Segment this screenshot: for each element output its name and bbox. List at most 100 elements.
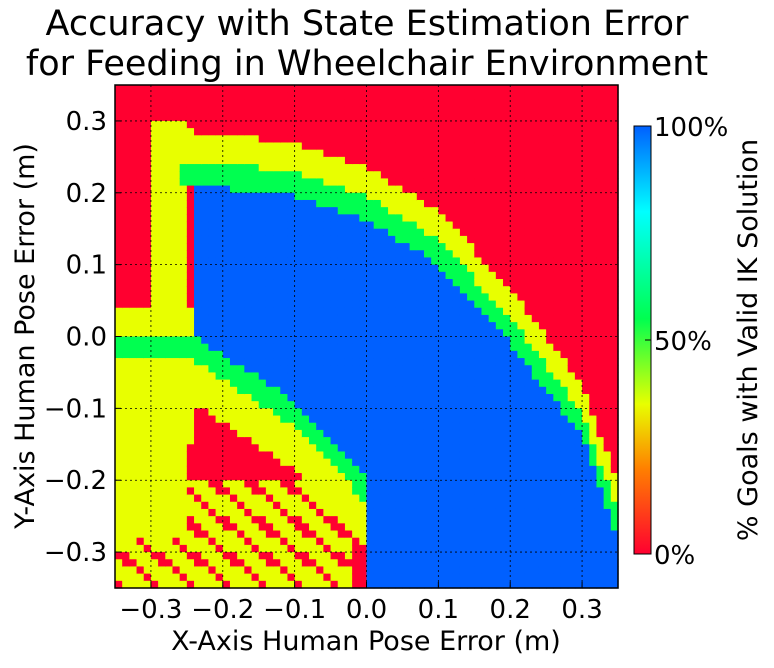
heatmap-cell — [474, 465, 483, 474]
heatmap-cell — [186, 365, 195, 374]
heatmap-cell — [503, 221, 511, 230]
heatmap-cell — [431, 523, 439, 532]
heatmap-cell — [582, 221, 590, 230]
heatmap-cell — [194, 372, 202, 381]
heatmap-cell — [244, 501, 253, 510]
heatmap-cell — [596, 85, 605, 93]
heatmap-cell — [237, 458, 245, 467]
heatmap-cell — [179, 228, 188, 237]
heatmap-cell — [467, 128, 475, 136]
heatmap-cell — [158, 372, 166, 381]
heatmap-cell — [194, 228, 202, 237]
heatmap-cell — [150, 343, 159, 352]
heatmap-cell — [373, 358, 382, 366]
heatmap-cell — [589, 422, 598, 431]
heatmap-cell — [452, 422, 461, 431]
heatmap-cell — [445, 135, 454, 144]
heatmap-cell — [301, 343, 310, 352]
heatmap-cell — [179, 300, 188, 309]
heatmap-cell — [309, 164, 317, 172]
heatmap-cell — [574, 516, 583, 524]
heatmap-cell — [150, 480, 159, 488]
heatmap-cell — [517, 473, 526, 481]
heatmap-cell — [150, 185, 159, 194]
heatmap-cells — [115, 85, 619, 589]
heatmap-cell — [610, 92, 619, 100]
heatmap-cell — [265, 185, 274, 194]
heatmap-cell — [251, 501, 260, 510]
heatmap-cell — [222, 207, 231, 215]
heatmap-cell — [366, 128, 375, 136]
heatmap-cell — [546, 544, 554, 553]
heatmap-cell — [251, 537, 260, 546]
heatmap-cell — [294, 516, 303, 524]
heatmap-cell — [265, 164, 274, 172]
heatmap-cell — [330, 142, 339, 151]
heatmap-cell — [582, 336, 590, 345]
heatmap-cell — [582, 199, 590, 208]
heatmap-cell — [517, 113, 526, 122]
heatmap-cell — [474, 113, 483, 122]
heatmap-cell — [596, 286, 605, 294]
heatmap-cell — [294, 429, 303, 438]
heatmap-cell — [229, 508, 238, 517]
heatmap-cell — [553, 257, 562, 266]
heatmap-cell — [459, 465, 468, 474]
heatmap-cell — [172, 314, 181, 323]
heatmap-cell — [337, 508, 346, 517]
heatmap-cell — [589, 415, 598, 424]
heatmap-cell — [510, 458, 518, 467]
heatmap-cell — [409, 343, 418, 352]
heatmap-cell — [330, 444, 339, 453]
heatmap-cell — [503, 465, 511, 474]
heatmap-cell — [287, 113, 296, 122]
heatmap-cell — [222, 106, 231, 115]
heatmap-cell — [150, 149, 159, 158]
heatmap-cell — [143, 329, 152, 338]
heatmap-cell — [438, 314, 447, 323]
heatmap-cell — [510, 580, 518, 589]
heatmap-cell — [395, 164, 404, 172]
heatmap-cell — [172, 444, 181, 453]
heatmap-cell — [344, 350, 353, 359]
heatmap-cell — [301, 178, 310, 187]
heatmap-cell — [546, 429, 554, 438]
heatmap-cell — [510, 401, 518, 409]
heatmap-cell — [582, 350, 590, 359]
heatmap-cell — [366, 415, 375, 424]
heatmap-cell — [445, 192, 454, 201]
heatmap-cell — [287, 228, 296, 237]
heatmap-cell — [258, 164, 267, 172]
heatmap-cell — [402, 365, 411, 374]
heatmap-cell — [488, 250, 497, 259]
y-tick-label: 0.2 — [66, 179, 107, 209]
heatmap-cell — [567, 365, 576, 374]
heatmap-cell — [359, 120, 368, 129]
heatmap-cell — [158, 207, 166, 215]
heatmap-cell — [122, 408, 130, 417]
heatmap-cell — [510, 235, 518, 244]
heatmap-cell — [423, 523, 432, 532]
heatmap-cell — [481, 580, 490, 589]
heatmap-cell — [582, 243, 590, 251]
heatmap-cell — [208, 386, 217, 395]
heatmap-cell — [237, 207, 245, 215]
heatmap-cell — [467, 243, 475, 251]
heatmap-cell — [574, 465, 583, 474]
heatmap-cell — [294, 451, 303, 460]
heatmap-cell — [495, 537, 504, 546]
heatmap-cell — [467, 559, 475, 568]
heatmap-cell — [388, 451, 396, 460]
heatmap-cell — [344, 178, 353, 187]
heatmap-cell — [237, 214, 245, 223]
heatmap-cell — [596, 480, 605, 488]
heatmap-cell — [352, 192, 360, 201]
heatmap-cell — [280, 257, 289, 266]
heatmap-cell — [158, 508, 166, 517]
heatmap-cell — [143, 85, 152, 93]
heatmap-cell — [352, 487, 360, 496]
heatmap-cell — [323, 372, 332, 381]
heatmap-cell — [589, 429, 598, 438]
heatmap-cell — [172, 149, 181, 158]
heatmap-cell — [352, 429, 360, 438]
